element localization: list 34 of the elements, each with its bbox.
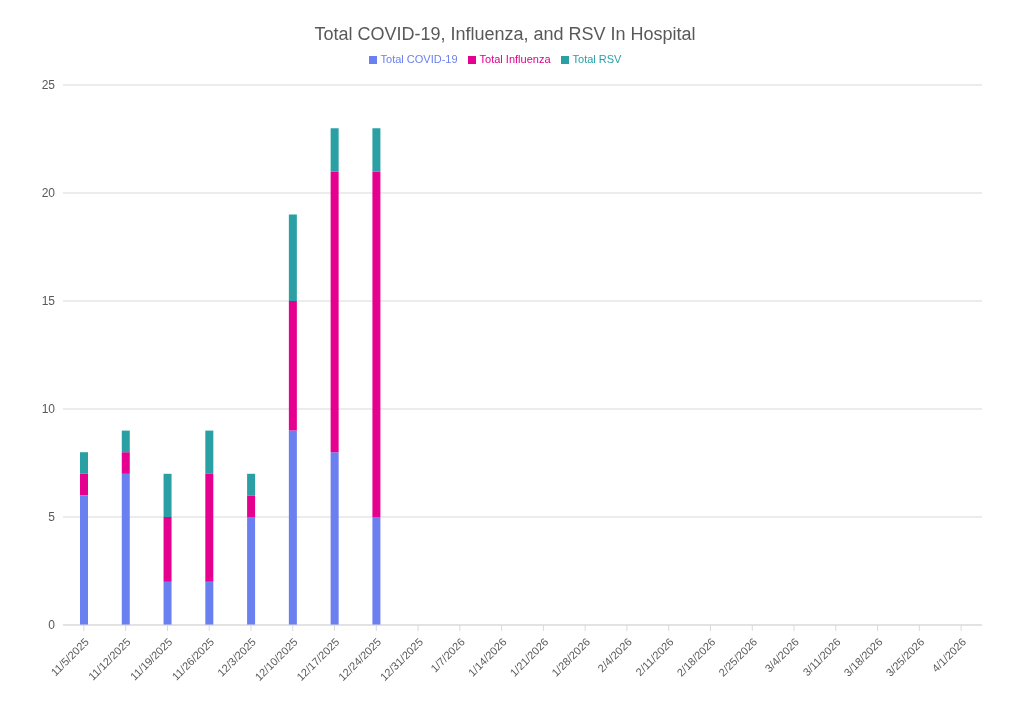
legend-label: Total Influenza	[479, 53, 551, 65]
bar	[372, 128, 381, 172]
y-tick-label: 15	[41, 294, 56, 309]
bar	[163, 517, 172, 582]
bar	[80, 473, 88, 496]
bar	[372, 171, 381, 517]
bar	[288, 214, 297, 301]
bar	[205, 473, 214, 582]
bar	[330, 128, 339, 172]
bar	[247, 495, 256, 517]
bar	[330, 452, 339, 625]
bar	[121, 473, 130, 625]
chart-title: Total COVID-19, Influenza, and RSV In Hospital	[313, 23, 697, 45]
y-tick-label: 0	[48, 618, 56, 633]
bar	[330, 171, 339, 453]
bar	[372, 517, 381, 625]
bar	[80, 452, 88, 474]
bar	[205, 581, 214, 625]
bar	[121, 452, 130, 474]
bar	[163, 473, 172, 517]
y-tick-label: 5	[48, 510, 56, 525]
bar	[247, 517, 256, 625]
y-tick-label: 10	[41, 402, 56, 417]
bar	[80, 495, 88, 625]
bar	[288, 430, 297, 625]
y-tick-label: 20	[41, 186, 56, 201]
bar	[247, 473, 256, 496]
legend-label: Total COVID-19	[380, 53, 458, 65]
bar	[205, 430, 214, 474]
bar	[163, 581, 172, 625]
legend-label: Total RSV	[572, 53, 622, 65]
bar	[121, 430, 130, 453]
bar	[288, 301, 297, 431]
y-tick-label: 25	[41, 78, 56, 93]
